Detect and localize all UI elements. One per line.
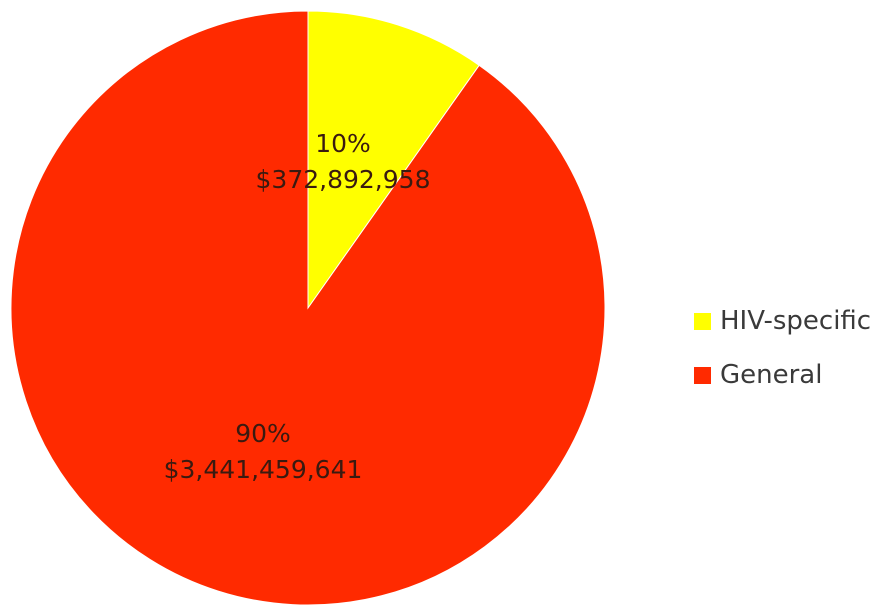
legend-swatch-hiv-specific [694, 312, 711, 330]
legend-label-general: General [720, 360, 823, 390]
slice-percent-label-general: 90% [235, 419, 291, 448]
slice-percent-label-hiv-specific: 10% [315, 129, 371, 158]
legend-swatch-general [694, 366, 711, 384]
legend-label-hiv-specific: HIV-specific [720, 306, 872, 336]
slice-value-label-general: $3,441,459,641 [163, 455, 363, 484]
slice-label-general: 90% $3,441,459,641 [164, 416, 363, 488]
legend-item-hiv-specific: HIV-specific [694, 302, 871, 340]
slice-value-label-hiv-specific: $372,892,958 [255, 165, 431, 194]
legend-item-general: General [694, 356, 871, 394]
slice-label-hiv-specific: 10% $372,892,958 [256, 126, 431, 198]
pie-slice-hiv-specific [307, 10, 480, 310]
legend: HIV-specific General [694, 302, 871, 410]
pie-slice-general [10, 10, 606, 605]
